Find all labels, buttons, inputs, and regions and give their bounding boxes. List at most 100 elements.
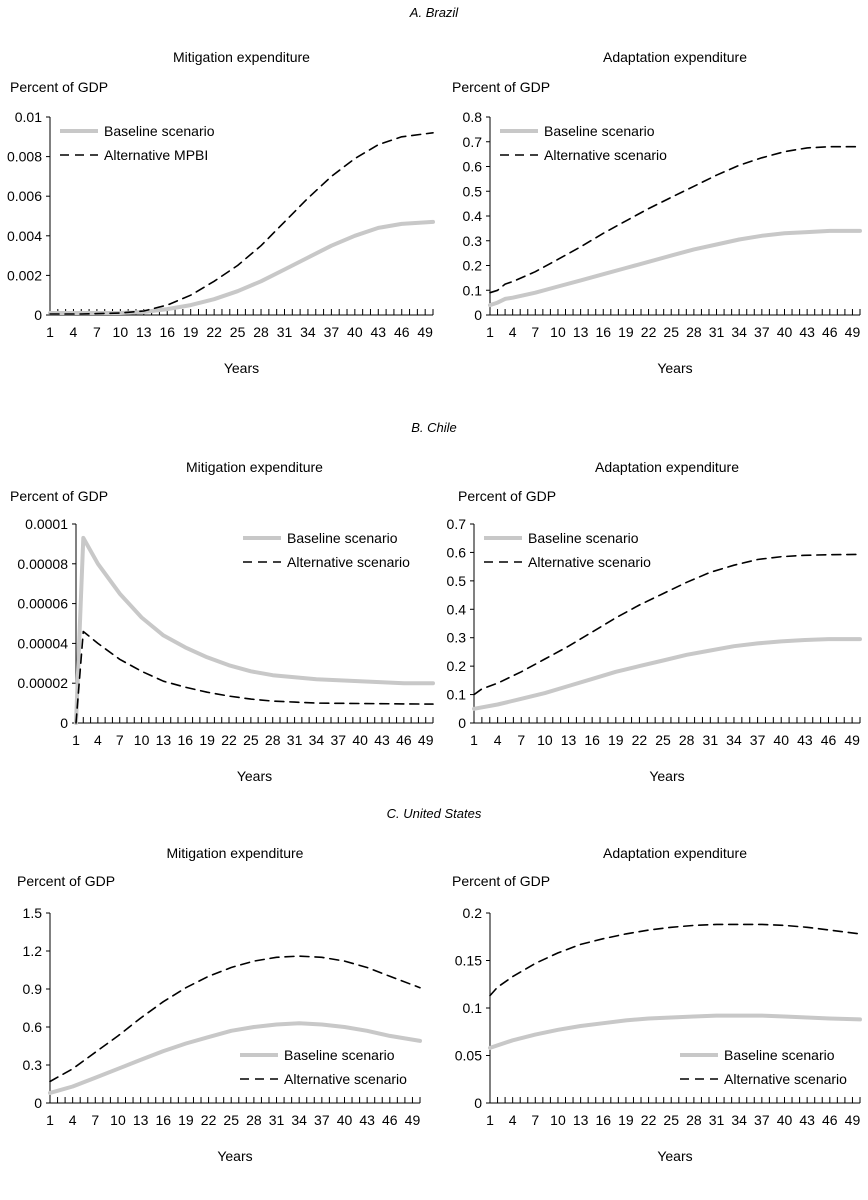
chart-6-xtick-label: 28 [686,1112,702,1128]
chart-3-ytick-label: 0.00002 [17,675,68,691]
chart-5-ytick-label: 1.2 [23,943,43,959]
chart-2-ytick-label: 0.7 [463,134,483,150]
chart-5-ytick-label: 0.3 [23,1057,43,1073]
chart-2-ytick-label: 0.6 [463,159,483,175]
chart-1-xlabel: Years [224,360,259,376]
chart-6-xtick-label: 22 [641,1112,657,1128]
chart-1-ytick-label: 0.004 [7,228,42,244]
chart-3-xtick-label: 13 [156,732,172,748]
section-title-chile: B. Chile [411,420,457,435]
chart-6-xtick-label: 13 [573,1112,589,1128]
chart-4-xtick-label: 37 [750,732,766,748]
chart-3-xtick-label: 4 [94,732,102,748]
chart-4-xtick-label: 43 [797,732,813,748]
chart-5-xtick-label: 49 [405,1112,421,1128]
chart-3-xtick-label: 34 [309,732,325,748]
chart-4-ytick-label: 0.2 [447,658,467,674]
chart-1-legend-label-alternative-mpbi: Alternative MPBI [104,147,208,163]
chart-6-xtick-label: 37 [754,1112,770,1128]
chart-6-xtick-label: 10 [550,1112,566,1128]
chart-6-xlabel: Years [657,1148,692,1164]
chart-5: Mitigation expenditure Percent of GDP 0 0.3… [17,845,422,1164]
chart-2-xtick-label: 25 [663,324,679,340]
chart-4-ytick-label: 0.6 [447,544,467,560]
chart-4-legend-label-alternative-scenario: Alternative scenario [528,554,651,570]
chart-1-xtick-label: 4 [70,324,78,340]
chart-5-ylabel: Percent of GDP [17,873,115,889]
chart-4-ytick-label: 0.3 [447,630,467,646]
chart-2-series-baseline-scenario [488,228,862,308]
chart-3-title: Mitigation expenditure [186,459,323,475]
chart-3-xtick-label: 25 [243,732,259,748]
chart-5-series-baseline-scenario [48,1021,422,1095]
chart-6-ylabel: Percent of GDP [452,873,550,889]
chart-4-xtick-label: 10 [537,732,553,748]
chart-1-xtick-label: 28 [253,324,269,340]
chart-6-xtick-label: 49 [845,1112,861,1128]
chart-2: Adaptation expenditure Percent of GDP 0 0.1… [452,49,862,376]
chart-6-xtick-label: 7 [531,1112,539,1128]
chart-6-xtick-label: 4 [509,1112,517,1128]
chart-1-xtick-label: 7 [93,324,101,340]
chart-1-xtick-label: 43 [370,324,386,340]
chart-6-xtick-label: 1 [486,1112,494,1128]
chart-4-xtick-label: 7 [517,732,525,748]
chart-2-xtick-label: 13 [573,324,589,340]
chart-3-xtick-label: 43 [374,732,390,748]
chart-4-xtick-label: 1 [470,732,478,748]
chart-2-ytick-label: 0.8 [463,109,483,125]
chart-3-xtick-label: 46 [396,732,412,748]
chart-2-xtick-label: 22 [641,324,657,340]
chart-5-title: Mitigation expenditure [167,845,304,861]
chart-2-legend-label-baseline-scenario: Baseline scenario [544,123,655,139]
section-title-united-states: C. United States [387,806,482,821]
chart-1-xtick-label: 16 [159,324,175,340]
chart-2-title: Adaptation expenditure [603,49,747,65]
chart-6-series-baseline-scenario [488,1013,862,1050]
chart-6-title: Adaptation expenditure [603,845,747,861]
chart-5-xtick-label: 4 [69,1112,77,1128]
chart-5-xtick-label: 46 [382,1112,398,1128]
chart-1-xtick-label: 1 [46,324,54,340]
chart-1-series-alternative-mpbi [49,132,434,315]
chart-3-xtick-label: 49 [418,732,434,748]
chart-6-legend-label-baseline-scenario: Baseline scenario [724,1047,835,1063]
chart-2-xtick-label: 31 [709,324,725,340]
chart-2-xtick-label: 1 [486,324,494,340]
chart-1-ytick-label: 0.008 [7,149,42,165]
chart-4-xtick-label: 22 [632,732,648,748]
chart-6-ytick-label: 0.2 [463,905,483,921]
chart-3-ylabel: Percent of GDP [10,488,108,504]
chart-3-xlabel: Years [237,768,272,784]
chart-2-xtick-label: 43 [799,324,815,340]
chart-4-xtick-label: 4 [494,732,502,748]
chart-1-ytick-label: 0.002 [7,267,42,283]
chart-2-xtick-label: 16 [595,324,611,340]
chart-2-xtick-label: 37 [754,324,770,340]
chart-4-xtick-label: 40 [773,732,789,748]
chart-2-ytick-label: 0.5 [463,183,483,199]
chart-3-ytick-label: 0.00004 [17,635,68,651]
chart-5-ytick-label: 0 [34,1095,42,1111]
chart-1-ytick-label: 0.006 [7,188,42,204]
chart-5-ytick-label: 1.5 [23,905,43,921]
chart-6-xtick-label: 19 [618,1112,634,1128]
chart-3-xtick-label: 1 [72,732,80,748]
chart-2-ytick-label: 0.2 [463,258,483,274]
chart-2-xtick-label: 4 [509,324,517,340]
chart-4-ytick-label: 0.5 [447,573,467,589]
chart-5-xlabel: Years [217,1148,252,1164]
chart-1-title: Mitigation expenditure [173,49,310,65]
chart-3-xtick-label: 7 [116,732,124,748]
chart-3-ytick-label: 0.00008 [17,556,68,572]
chart-1-xtick-label: 34 [300,324,316,340]
chart-4-legend-label-baseline-scenario: Baseline scenario [528,530,639,546]
chart-6-xtick-label: 46 [822,1112,838,1128]
chart-5-xtick-label: 7 [91,1112,99,1128]
chart-1-ytick-label: 0.01 [15,109,42,125]
chart-4-xlabel: Years [649,768,684,784]
chart-1-xtick-label: 37 [324,324,340,340]
chart-2-legend-label-alternative-scenario: Alternative scenario [544,147,667,163]
chart-3-xtick-label: 10 [134,732,150,748]
chart-1-xtick-label: 10 [113,324,129,340]
